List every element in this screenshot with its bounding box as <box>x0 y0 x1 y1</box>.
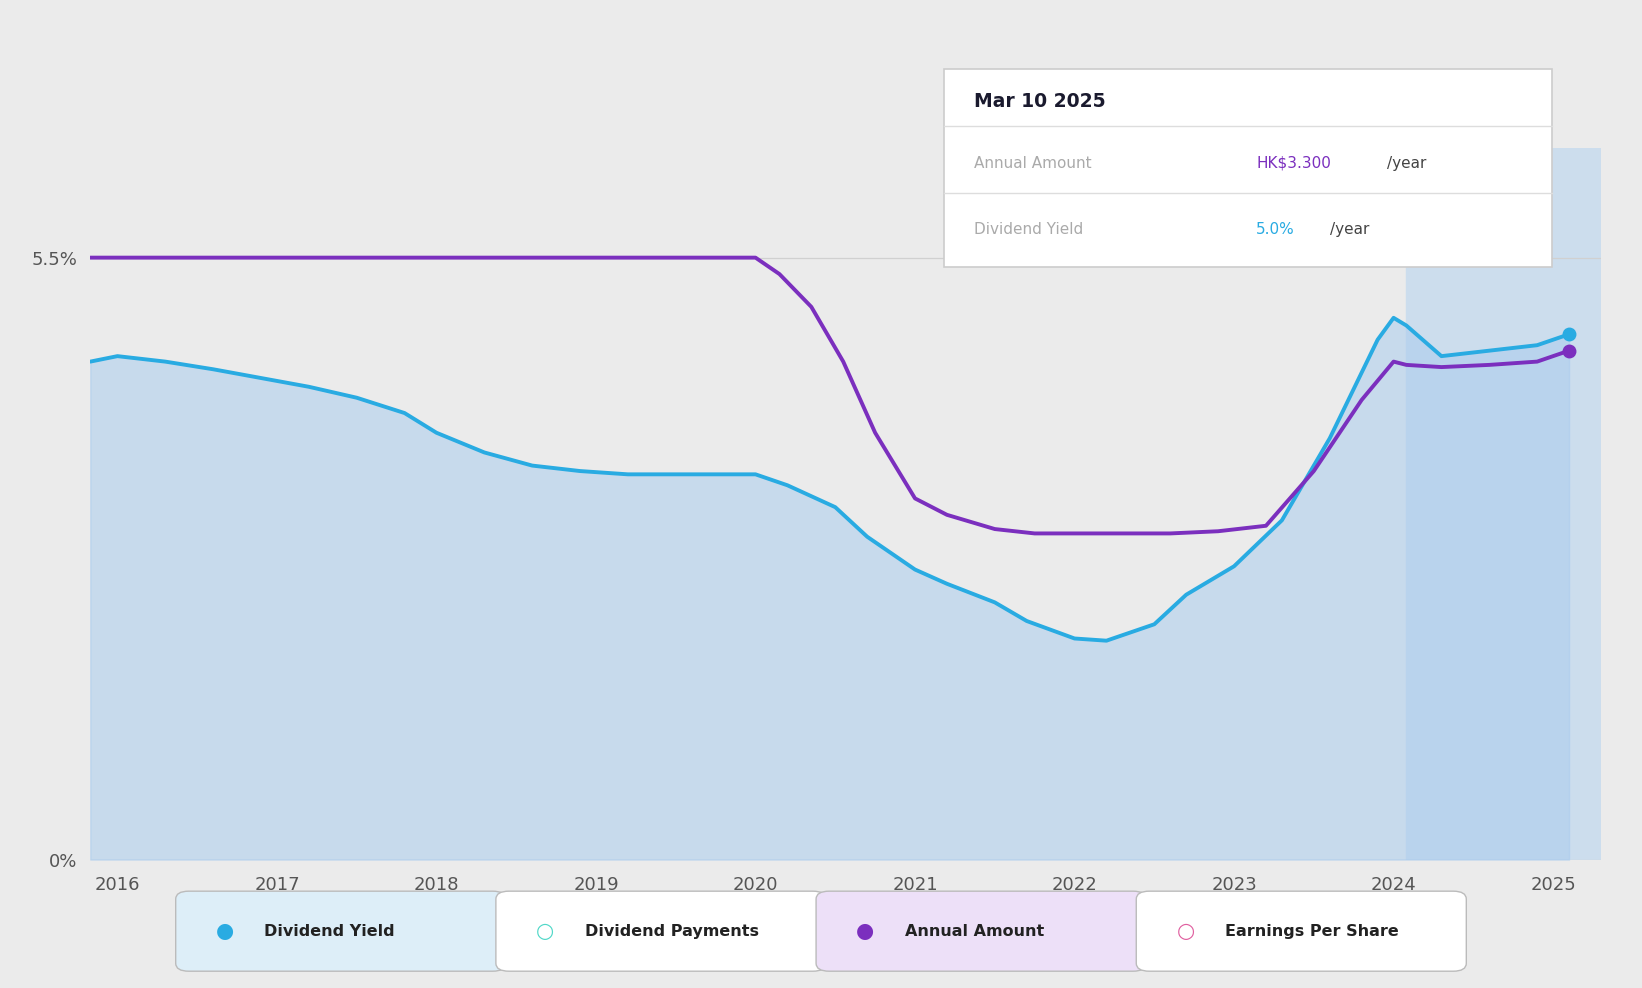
Text: ●: ● <box>855 921 875 942</box>
Text: Annual Amount: Annual Amount <box>905 924 1044 939</box>
Text: ○: ○ <box>1176 921 1195 942</box>
Text: Dividend Payments: Dividend Payments <box>585 924 759 939</box>
Text: /year: /year <box>1387 155 1427 171</box>
Text: Mar 10 2025: Mar 10 2025 <box>974 92 1105 112</box>
Text: Annual Amount: Annual Amount <box>974 155 1092 171</box>
Text: /year: /year <box>1330 221 1369 237</box>
Text: ●: ● <box>215 921 235 942</box>
Text: Past: Past <box>1478 215 1516 234</box>
Text: 5.0%: 5.0% <box>1256 221 1296 237</box>
Text: HK$3.300: HK$3.300 <box>1256 155 1332 171</box>
Bar <box>1406 148 1601 860</box>
Text: Dividend Yield: Dividend Yield <box>974 221 1084 237</box>
Text: Dividend Yield: Dividend Yield <box>264 924 396 939</box>
Text: ○: ○ <box>535 921 555 942</box>
Text: Earnings Per Share: Earnings Per Share <box>1225 924 1399 939</box>
